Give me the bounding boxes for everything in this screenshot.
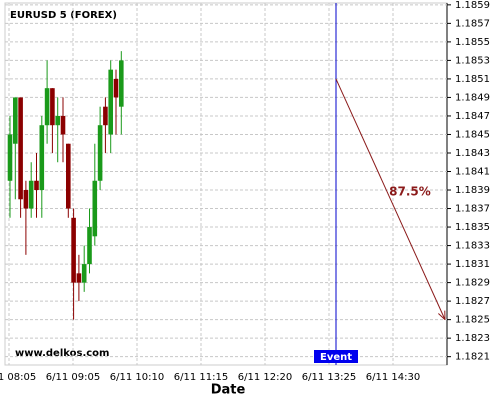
projection-arrow [335, 78, 446, 320]
y-tick-label: 1.1835 [455, 222, 490, 233]
y-tick-label: 1.1833 [455, 241, 490, 252]
candle-body [119, 60, 124, 107]
y-tick-label: 1.1831 [455, 259, 490, 270]
y-tick-label: 1.1857 [455, 18, 490, 29]
candle-body [39, 125, 45, 191]
candle-body [113, 78, 119, 98]
candle-body [7, 134, 13, 181]
candle-body [23, 190, 29, 209]
y-tick-label: 1.1821 [455, 352, 490, 363]
x-tick-label: 6/11 14:30 [366, 372, 420, 383]
x-tick-label: 6/11 11:15 [174, 372, 228, 383]
y-tick-label: 1.1823 [455, 333, 490, 344]
chart-title: EURUSD 5 (FOREX) [10, 10, 117, 21]
candle-body [103, 106, 108, 126]
candle-body [28, 180, 34, 209]
y-tick-label: 1.1855 [455, 37, 490, 48]
x-tick-label: 6/11 13:25 [302, 372, 356, 383]
event-label: Event [320, 352, 352, 363]
x-tick-label: 6/11 10:10 [110, 372, 164, 383]
candle-body [60, 115, 66, 135]
candle-body [34, 180, 39, 191]
y-tick-label: 1.1845 [455, 129, 490, 140]
y-tick-label: 1.1853 [455, 55, 490, 66]
y-tick-label: 1.1837 [455, 204, 490, 215]
event-badge [314, 350, 358, 363]
projection-label: 87.5% [389, 185, 431, 199]
candle-body [44, 88, 50, 126]
candle-body [76, 273, 82, 283]
y-tick-label: 1.1849 [455, 92, 490, 103]
candle-body [50, 88, 55, 126]
candle-body [97, 125, 103, 181]
candle-body [81, 264, 87, 283]
candle-body [55, 115, 60, 126]
y-tick-label: 1.1851 [455, 74, 490, 85]
y-tick-label: 1.1843 [455, 148, 490, 159]
candle-body [66, 143, 71, 209]
x-tick-label: 6/11 08:05 [0, 372, 36, 383]
candle-body [92, 180, 98, 237]
candle-body [18, 97, 23, 200]
candle-body [71, 217, 76, 283]
arrow-head [438, 313, 446, 321]
plot-area [4, 2, 448, 366]
y-tick-label: 1.1839 [455, 185, 490, 196]
y-tick-label: 1.1825 [455, 315, 490, 326]
y-tick-label: 1.1827 [455, 296, 490, 307]
x-tick-label: 6/11 09:05 [46, 372, 100, 383]
candle-body [108, 69, 113, 135]
candle-body [13, 97, 18, 144]
y-tick-label: 1.1829 [455, 278, 490, 289]
y-tick-label: 1.1847 [455, 111, 490, 122]
candle-body [87, 227, 92, 265]
watermark: www.delkos.com [15, 348, 109, 359]
y-tick-label: 1.1859 [455, 0, 490, 11]
x-axis-label: Date [211, 383, 246, 398]
x-tick-label: 6/11 12:20 [238, 372, 292, 383]
y-tick-label: 1.1841 [455, 167, 490, 178]
